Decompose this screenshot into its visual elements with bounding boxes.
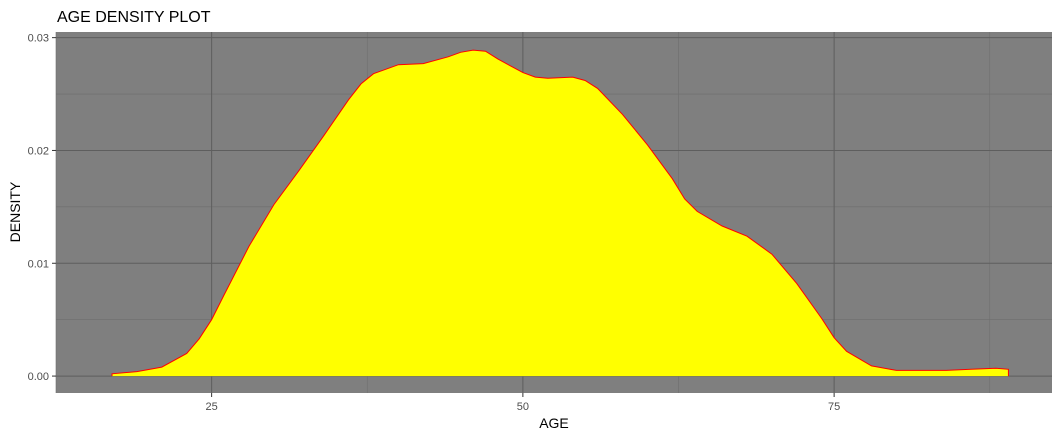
y-axis-ticks: 0.00 0.01 0.02 0.03: [28, 33, 56, 383]
x-tick-label: 25: [206, 401, 218, 413]
x-axis-ticks: 25 50 75: [206, 393, 840, 413]
y-tick-label: 0.03: [28, 33, 49, 45]
chart-title: AGE DENSITY PLOT: [57, 9, 211, 26]
y-tick-label: 0.00: [28, 371, 49, 383]
x-tick-label: 50: [517, 401, 529, 413]
y-tick-label: 0.02: [28, 145, 49, 157]
x-tick-label: 75: [828, 401, 840, 413]
x-axis-title: AGE: [539, 415, 569, 431]
y-tick-label: 0.01: [28, 258, 49, 270]
density-area: [112, 50, 1009, 377]
density-outline: [111, 49, 1009, 377]
y-axis-title: DENSITY: [7, 181, 23, 242]
